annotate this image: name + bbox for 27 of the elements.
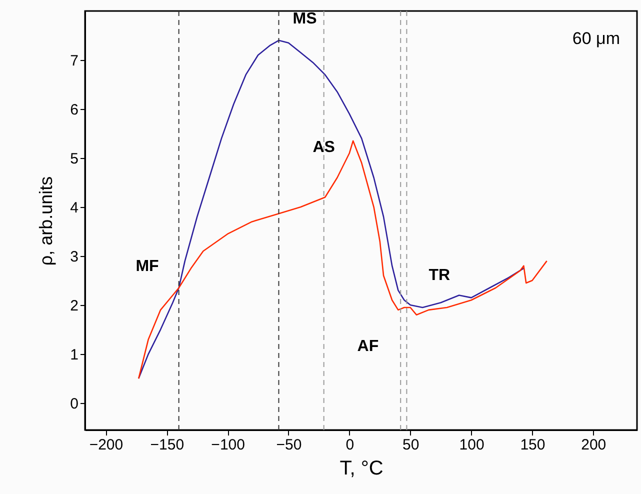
x-tick-label: 50 [402,436,420,454]
x-tick-label: −200 [89,436,124,454]
y-tick-label: 0 [70,396,78,413]
x-tick-label: −150 [150,436,184,454]
y-tick-label: 5 [70,150,78,168]
x-tick-label: 200 [581,436,606,454]
annotation: AF [357,338,379,355]
y-tick-label: 7 [70,52,78,70]
x-tick-label: 150 [520,436,546,454]
line-series [138,40,524,380]
x-tick-label: 0 [346,436,354,454]
y-axis-title: ρ, arb.units [36,176,56,266]
y-tick-label: 6 [70,102,78,119]
x-tick-label: −50 [276,436,302,454]
x-axis-title: T, °C [340,458,384,480]
annotation: AS [312,139,336,156]
y-tick-label: 4 [70,200,78,217]
annotation: 60 μm [572,29,620,48]
y-tick-label: 2 [70,298,78,315]
annotation: TR [428,267,450,284]
y-tick-label: 1 [70,346,78,364]
line-series [138,140,548,380]
x-tick-label: −100 [211,436,245,454]
y-tick-label: 3 [70,248,78,266]
annotation: MF [136,258,160,275]
annotation: MS [292,10,318,28]
x-tick-label: 100 [459,436,484,454]
